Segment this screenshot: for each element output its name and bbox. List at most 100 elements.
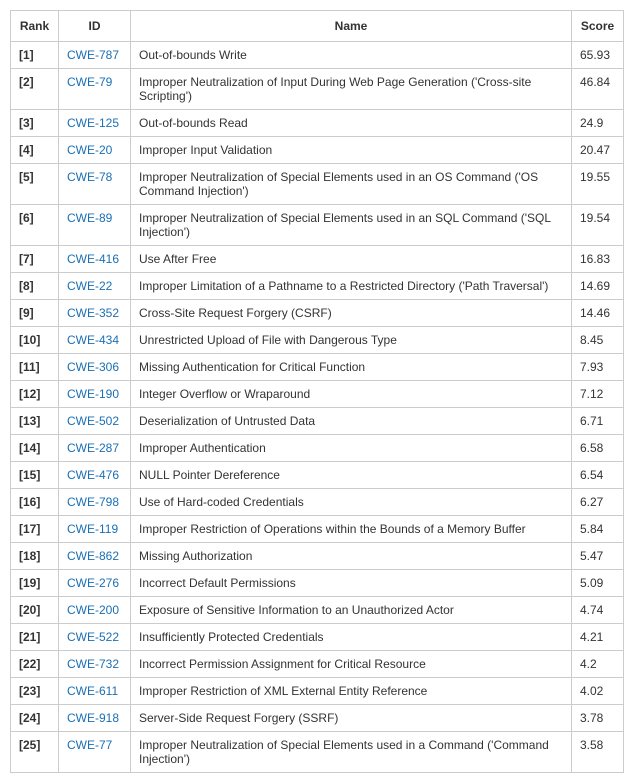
id-cell: CWE-190: [59, 381, 131, 408]
rank-cell: [3]: [11, 110, 59, 137]
name-cell: Improper Restriction of Operations withi…: [131, 516, 572, 543]
cwe-link[interactable]: CWE-77: [67, 738, 112, 752]
table-row: [17]CWE-119Improper Restriction of Opera…: [11, 516, 624, 543]
cwe-link[interactable]: CWE-89: [67, 211, 112, 225]
table-row: [16]CWE-798Use of Hard-coded Credentials…: [11, 489, 624, 516]
table-row: [14]CWE-287Improper Authentication6.58: [11, 435, 624, 462]
name-cell: Improper Restriction of XML External Ent…: [131, 678, 572, 705]
cwe-link[interactable]: CWE-200: [67, 603, 119, 617]
rank-cell: [5]: [11, 164, 59, 205]
id-cell: CWE-77: [59, 732, 131, 773]
rank-cell: [11]: [11, 354, 59, 381]
table-row: [2]CWE-79Improper Neutralization of Inpu…: [11, 69, 624, 110]
cwe-link[interactable]: CWE-78: [67, 170, 112, 184]
id-cell: CWE-119: [59, 516, 131, 543]
cwe-link[interactable]: CWE-287: [67, 441, 119, 455]
id-cell: CWE-732: [59, 651, 131, 678]
table-row: [11] CWE-306 Missing Authentication for Cr…: [11, 354, 624, 381]
cwe-link[interactable]: CWE-352: [67, 306, 119, 320]
cwe-link[interactable]: CWE-190: [67, 387, 119, 401]
score-cell: 3.78: [572, 705, 624, 732]
id-cell: CWE-89: [59, 205, 131, 246]
name-cell: Insufficiently Protected Credentials: [131, 624, 572, 651]
cwe-link[interactable]: CWE-611: [67, 684, 118, 698]
cwe-link[interactable]: CWE-306: [67, 360, 119, 374]
id-cell: CWE-787: [59, 42, 131, 69]
score-cell: 3.58: [572, 732, 624, 773]
rank-cell: [14]: [11, 435, 59, 462]
cwe-link[interactable]: CWE-416: [67, 252, 119, 266]
cwe-link[interactable]: CWE-79: [67, 75, 112, 89]
name-cell: Improper Neutralization of Special Eleme…: [131, 732, 572, 773]
rank-cell: [13]: [11, 408, 59, 435]
cwe-link[interactable]: CWE-276: [67, 576, 119, 590]
name-cell: Missing Authorization: [131, 543, 572, 570]
cwe-link[interactable]: CWE-20: [67, 143, 112, 157]
cwe-link[interactable]: CWE-732: [67, 657, 119, 671]
id-cell: CWE-522: [59, 624, 131, 651]
col-header-name: Name: [131, 11, 572, 42]
cwe-link[interactable]: CWE-125: [67, 116, 119, 130]
table-row: [7]CWE-416Use After Free16.83: [11, 246, 624, 273]
cwe-link[interactable]: CWE-502: [67, 414, 119, 428]
cwe-link[interactable]: CWE-476: [67, 468, 119, 482]
cwe-link[interactable]: CWE-522: [67, 630, 119, 644]
id-cell: CWE-200: [59, 597, 131, 624]
rank-cell: [4]: [11, 137, 59, 164]
cwe-link[interactable]: CWE-22: [67, 279, 112, 293]
id-cell: CWE-352: [59, 300, 131, 327]
id-cell: CWE-125: [59, 110, 131, 137]
rank-cell: [24]: [11, 705, 59, 732]
name-cell: Improper Neutralization of Special Eleme…: [131, 164, 572, 205]
score-cell: 20.47: [572, 137, 624, 164]
rank-cell: [21]: [11, 624, 59, 651]
table-row: [18]CWE-862Missing Authorization5.47: [11, 543, 624, 570]
table-row: [13]CWE-502Deserialization of Untrusted …: [11, 408, 624, 435]
cwe-link[interactable]: CWE-787: [67, 48, 119, 62]
id-cell: CWE-798: [59, 489, 131, 516]
name-cell: Missing Authentication for Critical Func…: [131, 354, 572, 381]
score-cell: 24.9: [572, 110, 624, 137]
cwe-link[interactable]: CWE-434: [67, 333, 119, 347]
table-row: [8]CWE-22Improper Limitation of a Pathna…: [11, 273, 624, 300]
score-cell: 4.02: [572, 678, 624, 705]
cwe-link[interactable]: CWE-918: [67, 711, 119, 725]
score-cell: 4.21: [572, 624, 624, 651]
rank-cell: [23]: [11, 678, 59, 705]
name-cell: Improper Input Validation: [131, 137, 572, 164]
score-cell: 19.55: [572, 164, 624, 205]
name-cell: Incorrect Permission Assignment for Crit…: [131, 651, 572, 678]
table-row: [15]CWE-476NULL Pointer Dereference6.54: [11, 462, 624, 489]
id-cell: CWE-79: [59, 69, 131, 110]
id-cell: CWE-287: [59, 435, 131, 462]
id-cell: CWE-502: [59, 408, 131, 435]
score-cell: 19.54: [572, 205, 624, 246]
rank-cell: [7]: [11, 246, 59, 273]
id-cell: CWE-20: [59, 137, 131, 164]
table-row: [24]CWE-918Server-Side Request Forgery (…: [11, 705, 624, 732]
score-cell: 7.93: [572, 354, 624, 381]
rank-cell: [19]: [11, 570, 59, 597]
cwe-link[interactable]: CWE-119: [67, 522, 118, 536]
score-cell: 8.45: [572, 327, 624, 354]
rank-cell: [12]: [11, 381, 59, 408]
id-cell: CWE-416: [59, 246, 131, 273]
score-cell: 5.09: [572, 570, 624, 597]
rank-cell: [2]: [11, 69, 59, 110]
rank-cell: [1]: [11, 42, 59, 69]
rank-cell: [25]: [11, 732, 59, 773]
cwe-link[interactable]: CWE-862: [67, 549, 119, 563]
id-cell: CWE-276: [59, 570, 131, 597]
score-cell: 6.71: [572, 408, 624, 435]
col-header-score: Score: [572, 11, 624, 42]
rank-cell: [16]: [11, 489, 59, 516]
id-cell: CWE-434: [59, 327, 131, 354]
rank-cell: [6]: [11, 205, 59, 246]
cwe-link[interactable]: CWE-798: [67, 495, 119, 509]
table-row: [5] CWE-78 Improper Neutralization of Spec…: [11, 164, 624, 205]
table-row: [3]CWE-125Out-of-bounds Read24.9: [11, 110, 624, 137]
name-cell: Integer Overflow or Wraparound: [131, 381, 572, 408]
col-header-id: ID: [59, 11, 131, 42]
score-cell: 6.54: [572, 462, 624, 489]
rank-cell: [9]: [11, 300, 59, 327]
